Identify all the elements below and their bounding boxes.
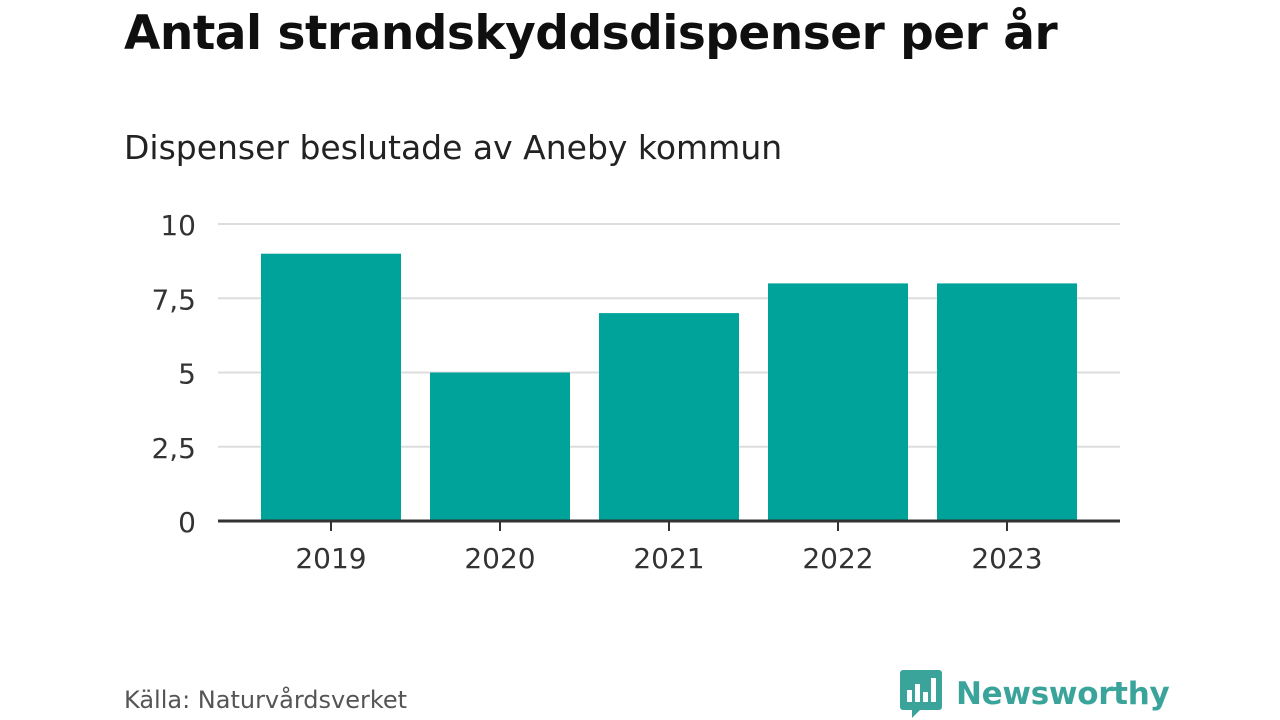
brand-logo: Newsworthy [900, 670, 1170, 718]
bar-2020 [430, 372, 570, 521]
bar-2019 [261, 253, 401, 521]
y-tick-label: 7,5 [151, 283, 196, 316]
bar-2021 [599, 313, 739, 521]
x-tick-label: 2019 [295, 542, 366, 575]
bar-2022 [768, 283, 908, 521]
brand-name: Newsworthy [956, 676, 1170, 712]
x-tick-label: 2022 [802, 542, 873, 575]
chart-title: Antal strandskyddsdispenser per år [124, 6, 1058, 61]
x-tick-label: 2023 [971, 542, 1042, 575]
bar-2023 [937, 283, 1077, 521]
chart-subtitle: Dispenser beslutade av Aneby kommun [124, 128, 783, 167]
y-tick-label: 10 [160, 209, 196, 242]
bar-chart: 0 2,5 5 7,5 10 2019 2020 2021 2022 2023 [151, 209, 1120, 575]
y-tick-label: 2,5 [151, 432, 196, 465]
x-tick-label: 2020 [464, 542, 535, 575]
y-tick-label: 5 [178, 358, 196, 391]
source-note: Källa: Naturvårdsverket [124, 686, 408, 714]
y-tick-label: 0 [178, 506, 196, 539]
bar-chart-speech-bubble-icon [900, 670, 942, 718]
x-tick-label: 2021 [633, 542, 704, 575]
